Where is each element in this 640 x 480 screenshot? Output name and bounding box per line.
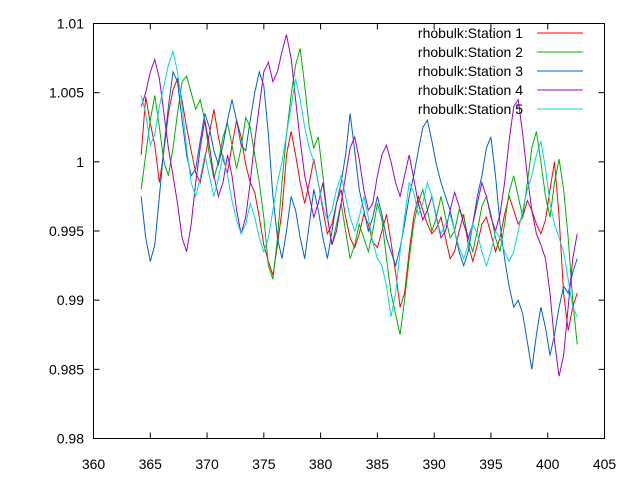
x-tick-label: 360 (82, 456, 106, 472)
legend: rhobulk:Station 1 rhobulk:Station 2 rhobul… (418, 25, 583, 117)
x-tick-label: 365 (139, 456, 163, 472)
y-tick-label: 0.99 (57, 292, 84, 308)
series-line-2 (140, 48, 578, 345)
legend-label-1: rhobulk:Station 1 (418, 25, 523, 41)
x-tick-label: 400 (536, 456, 560, 472)
y-tick-label: 1.005 (49, 85, 84, 101)
y-tick-label: 1 (76, 154, 84, 170)
x-axis: 360 365 370 375 380 385 390 395 400 405 (82, 23, 617, 472)
legend-label-5: rhobulk:Station 5 (418, 101, 523, 117)
x-tick-label: 395 (479, 456, 503, 472)
series-line-3 (140, 70, 578, 370)
x-tick-label: 390 (422, 456, 446, 472)
x-tick-label: 385 (366, 456, 390, 472)
series-layer (140, 34, 578, 377)
y-tick-label: 1.01 (57, 16, 84, 32)
x-tick-label: 375 (252, 456, 276, 472)
y-axis: 0.98 0.985 0.99 0.995 1 1.005 1.01 (49, 16, 605, 447)
x-tick-label: 370 (195, 456, 219, 472)
legend-label-2: rhobulk:Station 2 (418, 44, 523, 60)
y-tick-label: 0.995 (49, 223, 84, 239)
legend-label-4: rhobulk:Station 4 (418, 82, 523, 98)
y-tick-label: 0.985 (49, 361, 84, 377)
y-tick-label: 0.98 (57, 431, 84, 447)
series-line-4 (140, 34, 578, 377)
x-tick-label: 405 (593, 456, 617, 472)
series-line-5 (140, 49, 578, 318)
x-tick-label: 380 (309, 456, 333, 472)
series-line-1 (140, 77, 578, 331)
legend-label-3: rhobulk:Station 3 (418, 63, 523, 79)
